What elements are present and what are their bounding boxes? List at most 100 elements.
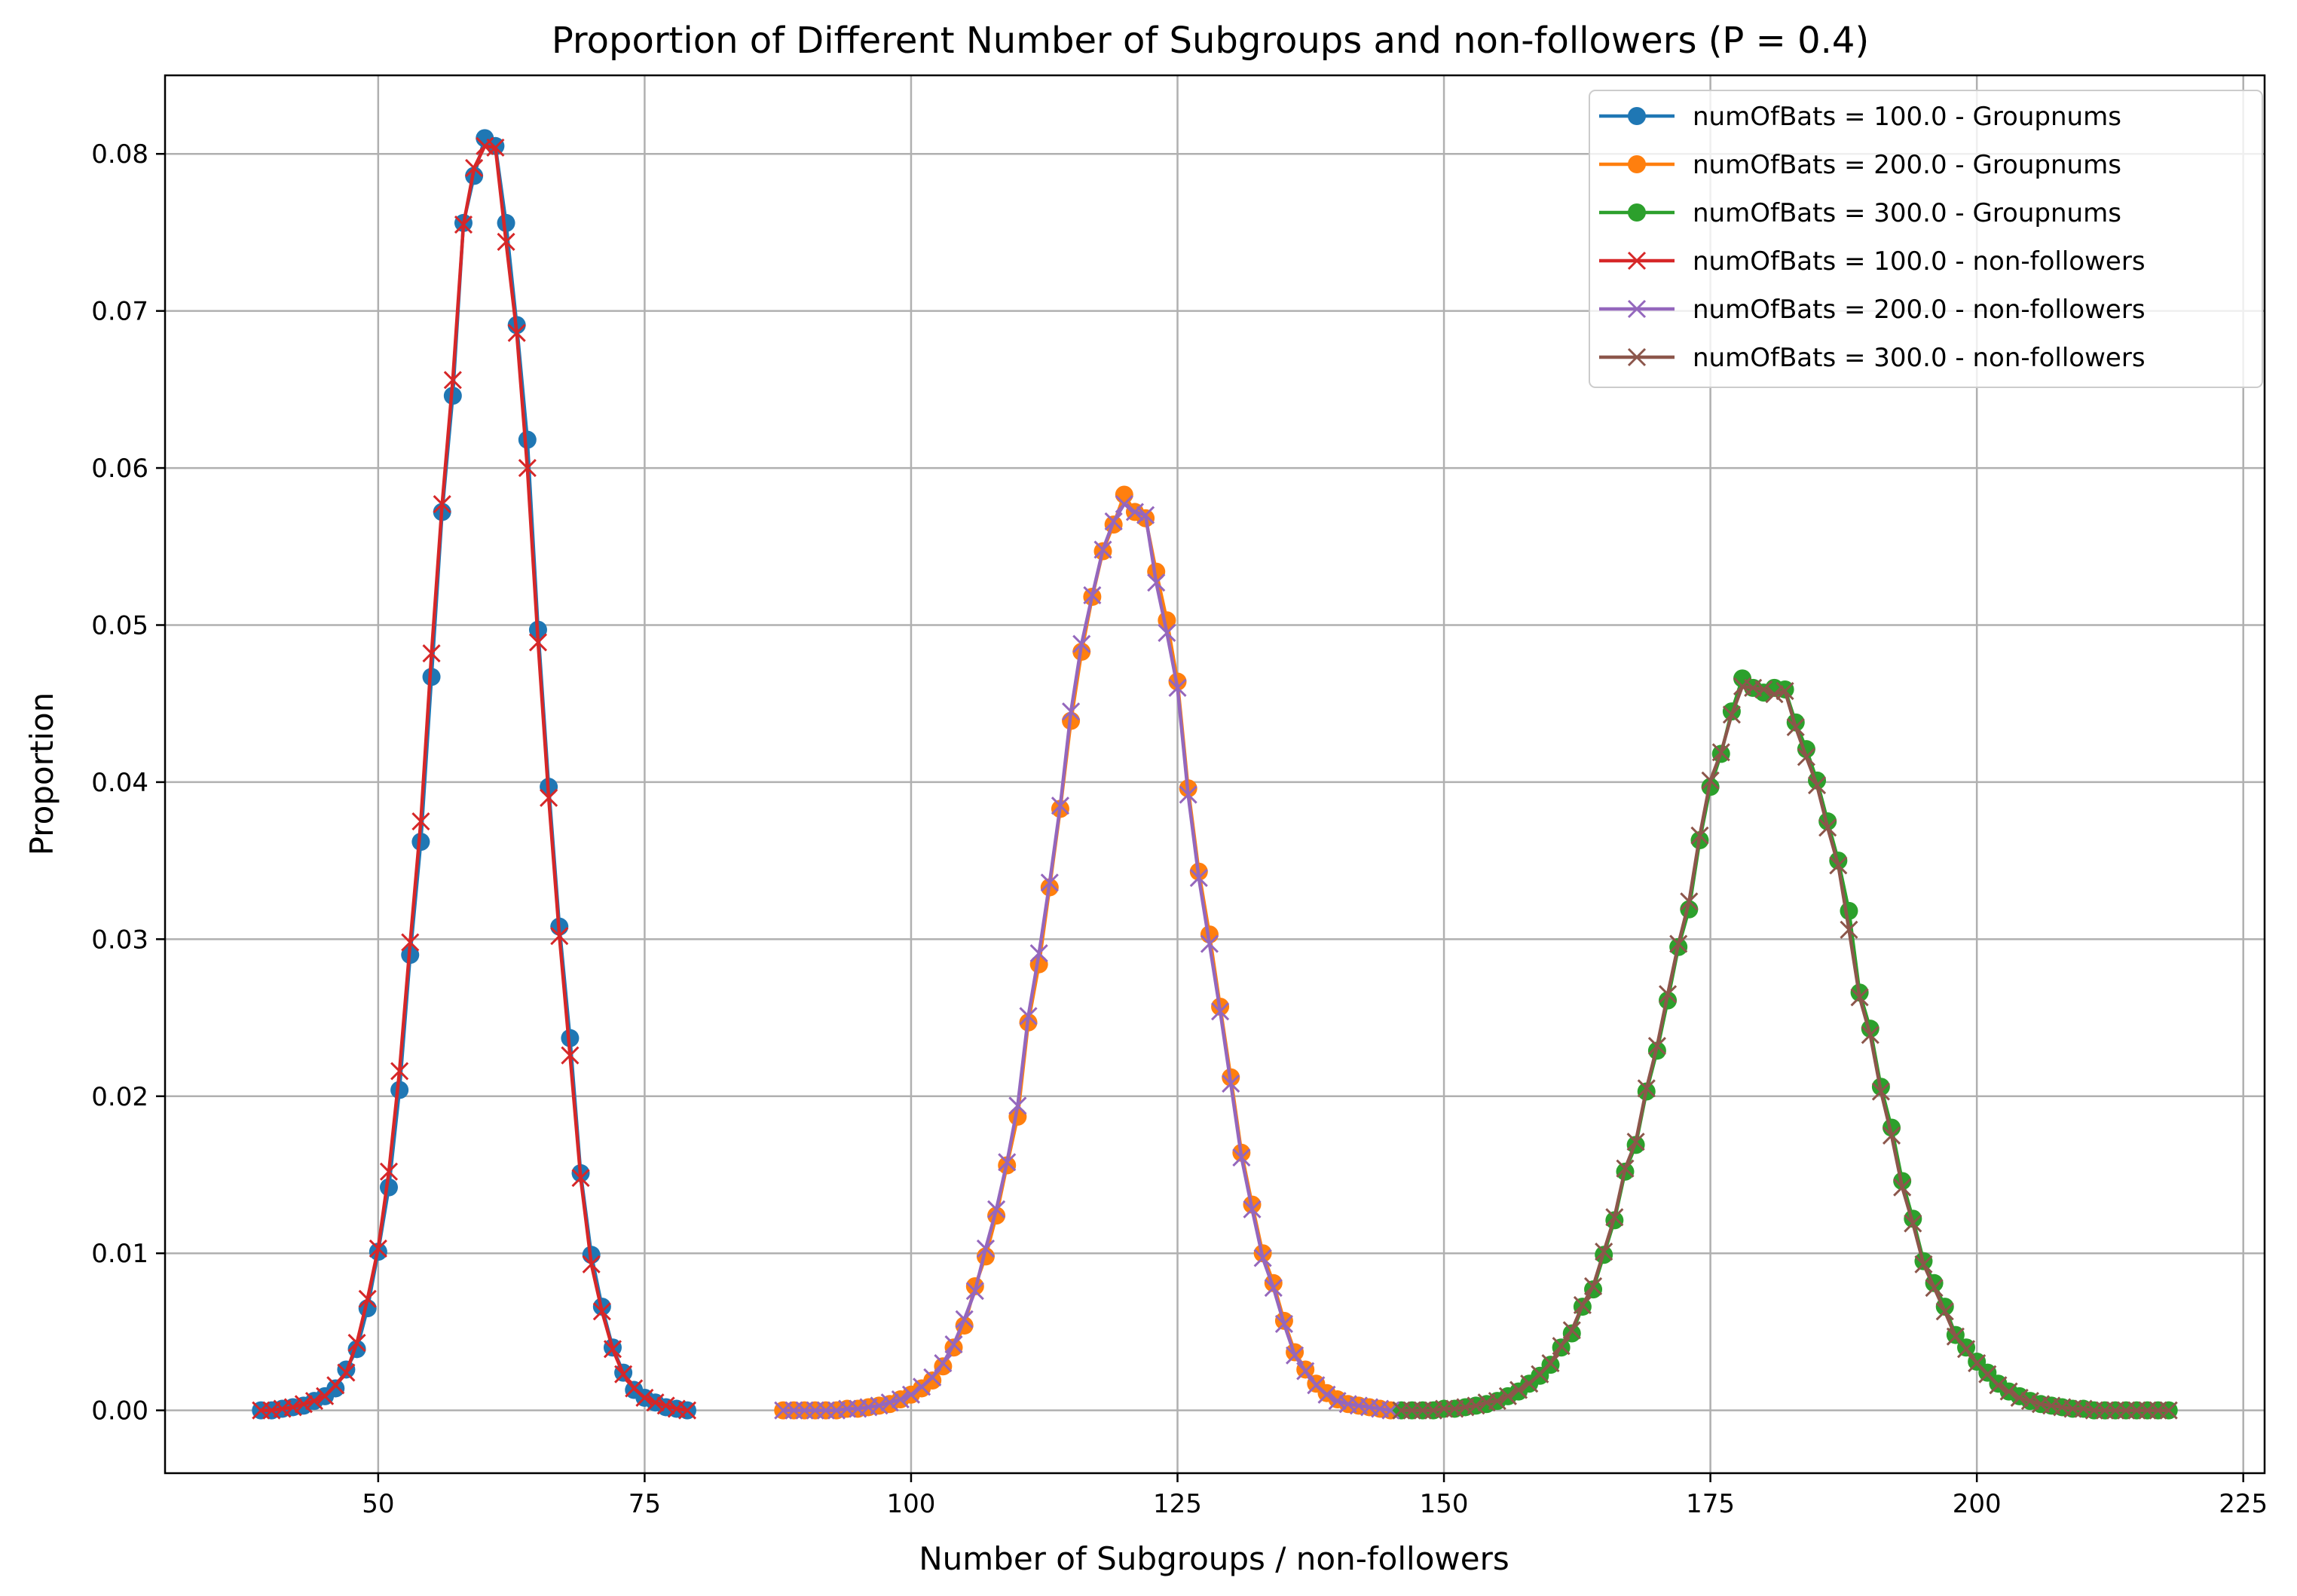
x-tick-label: 225 [2219,1489,2268,1519]
data-point [1019,1007,1038,1026]
y-axis-label: Proportion [23,693,60,856]
data-point [326,1379,345,1398]
data-point [1595,1243,1613,1261]
data-point [998,1153,1017,1172]
data-point [1317,1385,1336,1404]
legend-label: numOfBats = 200.0 - Groupnums [1693,150,2121,180]
data-point [2159,1401,2178,1420]
data-point [1871,1082,1890,1101]
data-point [646,1393,665,1412]
y-tick-label: 0.00 [91,1396,148,1426]
data-point [677,1401,697,1420]
data-point [1222,1075,1240,1093]
data-point [635,1388,654,1408]
data-point [1861,1026,1880,1044]
legend-entry: numOfBats = 100.0 - Groupnums [1599,102,2121,132]
y-tick-label: 0.04 [91,768,148,798]
data-point [1008,1096,1027,1115]
data-point [1467,1396,1485,1415]
y-tick-label: 0.08 [91,139,148,170]
x-axis: 50 75 100 125 150 175 200 225 [362,1473,2268,1519]
legend-entry: numOfBats = 200.0 - non-followers [1599,295,2146,325]
data-point [1115,485,1133,504]
data-point [1626,1133,1645,1151]
data-point [1701,771,1720,790]
data-point [1840,920,1858,939]
y-tick-label: 0.07 [91,297,148,327]
data-point [497,232,515,251]
data-point [955,1310,974,1328]
data-point [1989,1376,2008,1395]
data-point [582,1255,601,1273]
data-point [1797,748,1815,766]
data-point [1552,1337,1571,1356]
data-point [1488,1392,1506,1411]
data-point [1051,796,1070,815]
data-point [1179,785,1197,804]
legend-entry: numOfBats = 100.0 - non-followers [1599,246,2146,277]
data-point [326,1376,345,1395]
x-tick-label: 75 [629,1489,661,1519]
legend-label: numOfBats = 300.0 - non-followers [1693,343,2146,373]
data-point [528,633,548,652]
legend: numOfBats = 100.0 - Groupnums numOfBats =… [1589,90,2263,388]
data-point [1658,985,1678,1004]
data-point [2010,1388,2029,1408]
data-point [1935,1302,1954,1321]
data-point [1211,1002,1230,1021]
data-point [1925,1278,1944,1298]
data-point [923,1371,942,1390]
data-point [934,1354,953,1373]
data-point [550,927,569,946]
data-point [1498,1387,1517,1405]
data-point [1232,1148,1251,1167]
chart-title: Proportion of Different Number of Subgro… [552,20,1869,62]
data-point [880,1393,899,1412]
data-point [603,1340,622,1359]
data-point [987,1200,1006,1218]
data-point [944,1335,963,1354]
data-point [1840,901,1858,920]
data-point [870,1396,889,1415]
data-point [2020,1392,2039,1411]
data-point [1115,494,1133,514]
data-point [1573,1295,1592,1315]
data-point [518,459,537,478]
data-point [369,1239,387,1258]
x-tick-label: 50 [362,1489,394,1519]
data-point [379,1162,399,1181]
data-point [891,1390,910,1409]
data-point [1200,934,1219,953]
data-point [1807,776,1827,795]
data-point [1147,562,1166,581]
legend-box [1589,90,2263,388]
data-point [571,1169,590,1188]
data-point [592,1302,611,1321]
data-point [507,323,526,342]
data-point [379,1178,398,1197]
data-point [1029,944,1048,963]
data-point [1147,573,1166,592]
legend-entry: numOfBats = 200.0 - Groupnums [1599,150,2121,180]
data-point [1850,988,1869,1007]
x-tick-label: 100 [886,1489,935,1519]
legend-marker [1628,155,1646,173]
data-point [1509,1380,1528,1399]
data-point [1168,678,1187,697]
data-point [561,1046,580,1065]
legend-marker [1627,251,1647,271]
data-point [433,494,451,514]
data-point [1904,1214,1922,1233]
data-point [1647,1037,1666,1056]
data-point [1286,1346,1304,1365]
legend-label: numOfBats = 300.0 - Groupnums [1693,198,2121,228]
series-4 [252,136,697,1420]
data-point [1946,1327,1965,1346]
data-point [1882,1126,1901,1145]
data-point [422,644,441,663]
series-5 [774,494,1400,1420]
data-point [1093,540,1112,559]
data-point [976,1239,996,1258]
data-point [465,158,484,178]
